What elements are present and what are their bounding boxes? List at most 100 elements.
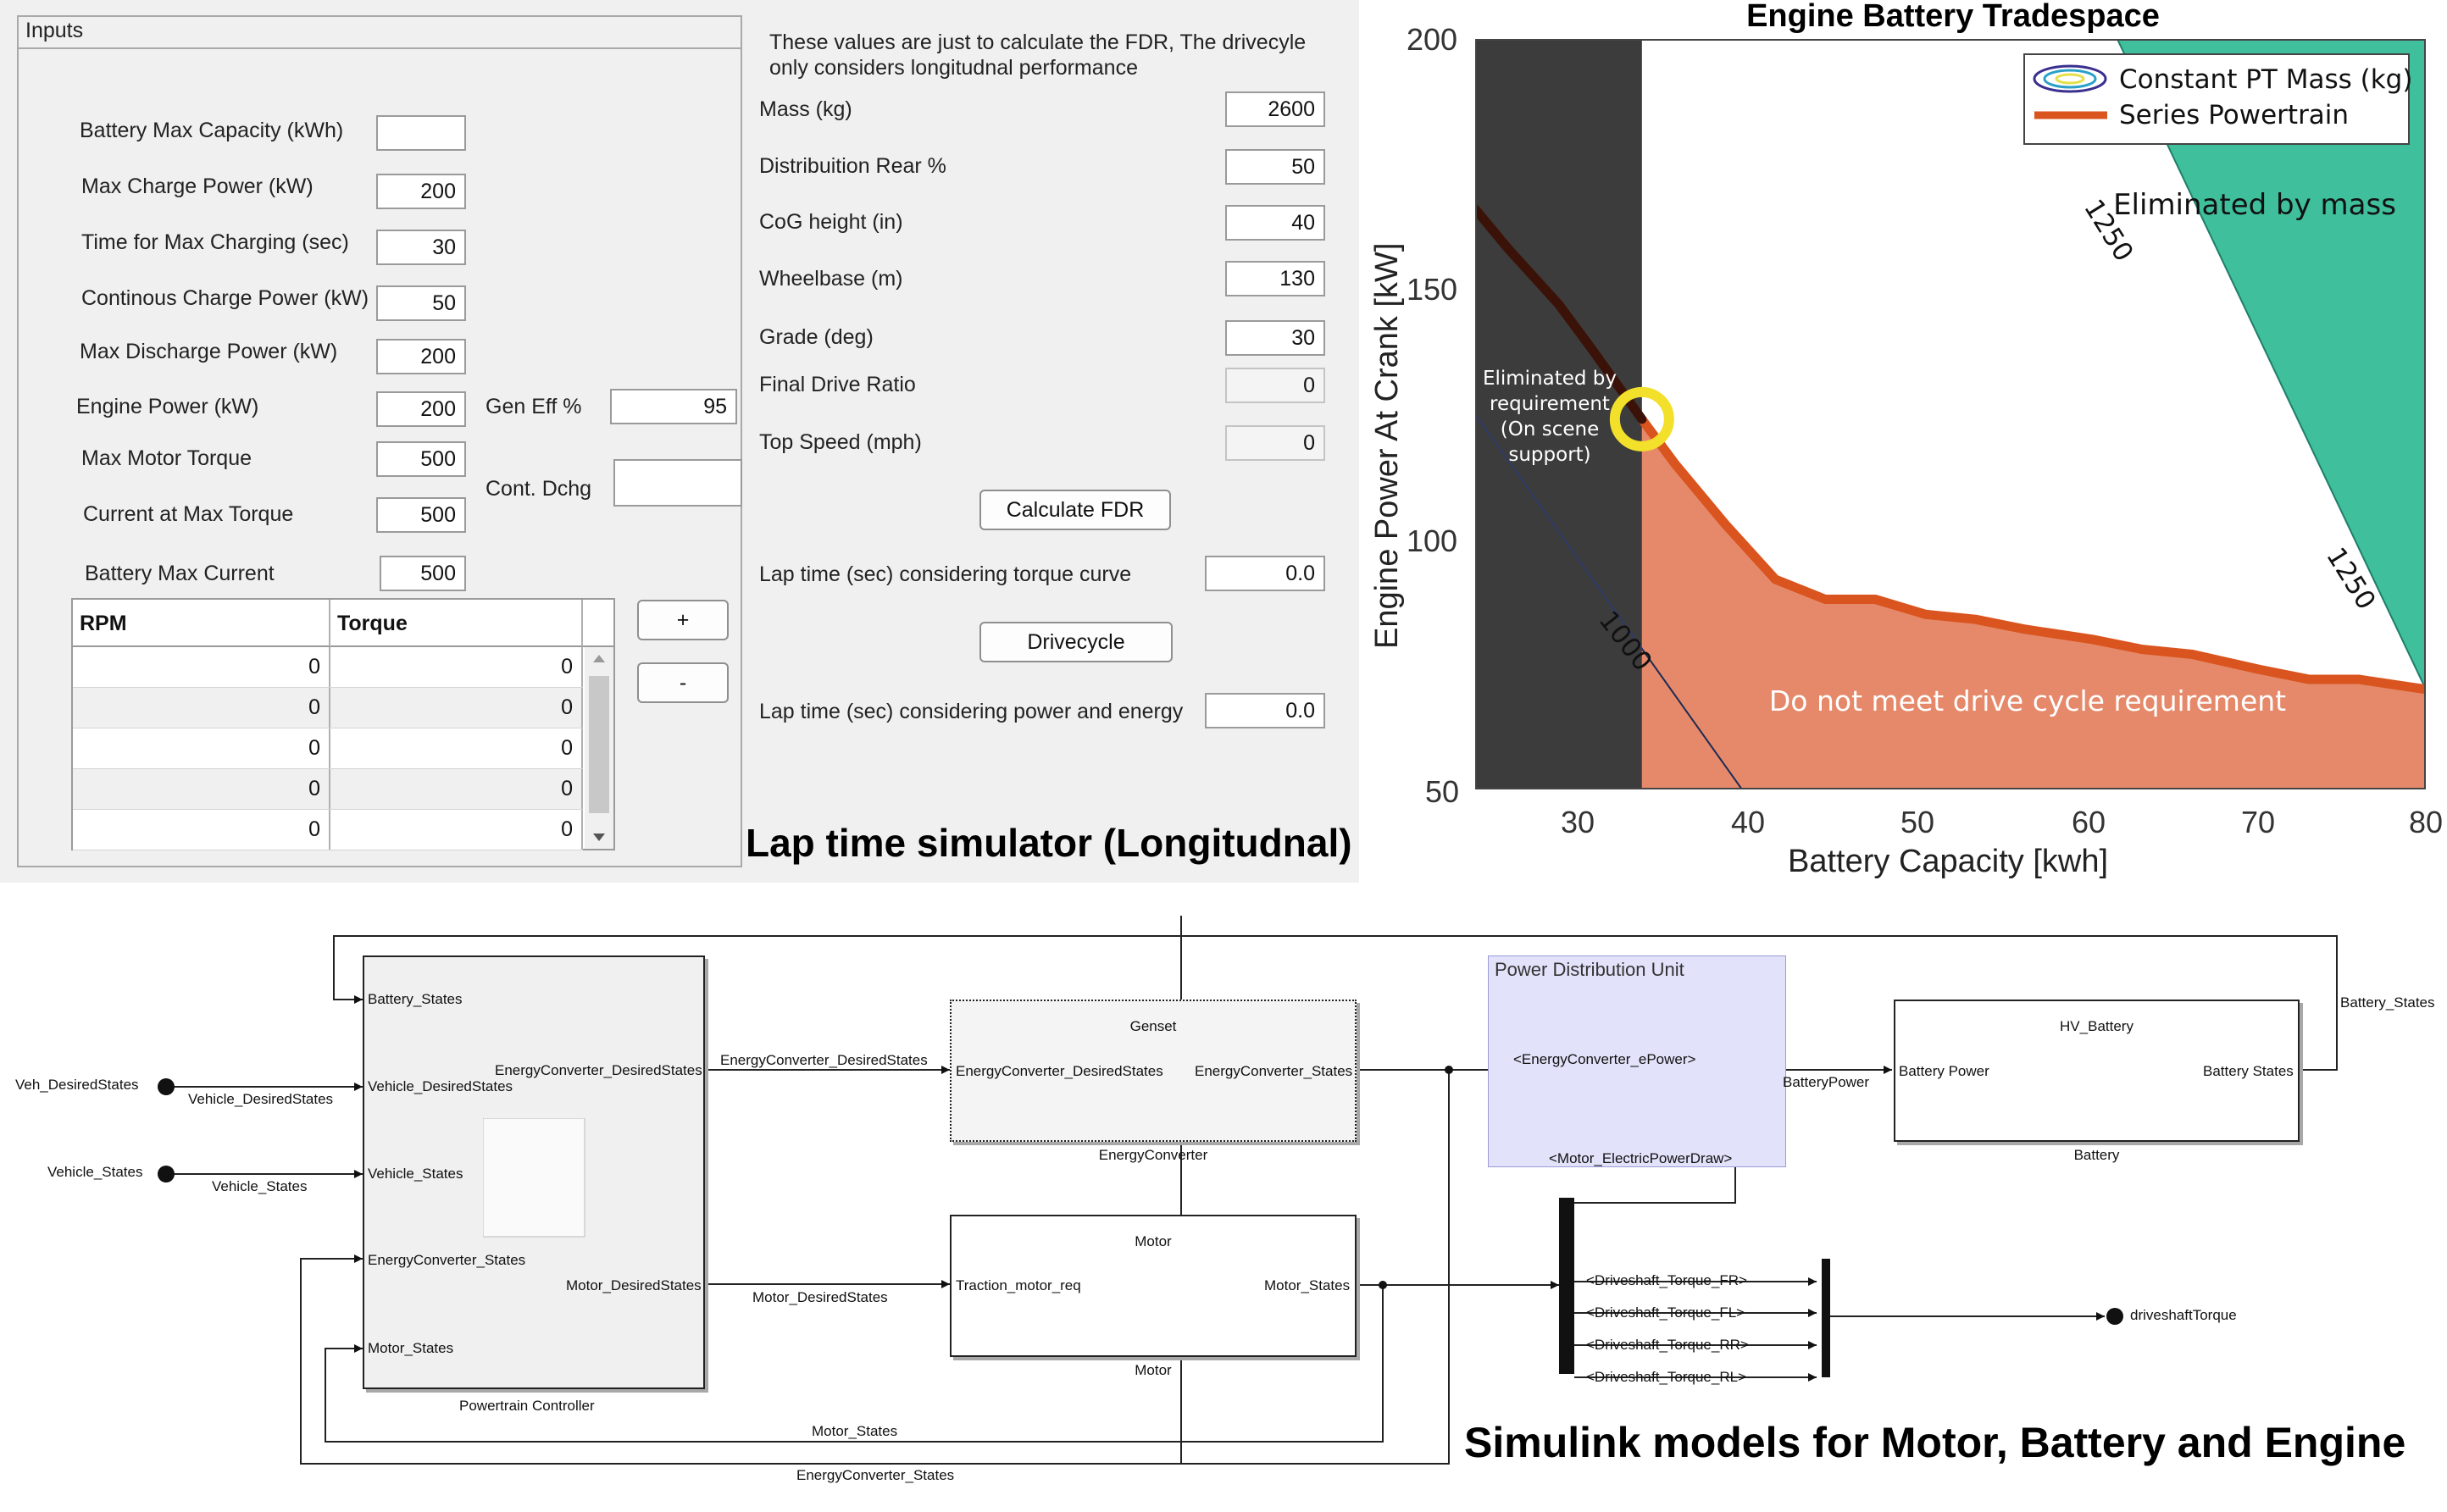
outport-driveshaft-torque[interactable] [2106, 1308, 2123, 1325]
legend-item-series: Series Powertrain [2119, 100, 2349, 130]
signal-motor-desired-states: Motor_DesiredStates [752, 1289, 888, 1305]
table-row[interactable]: 0 0 [73, 769, 583, 810]
calculate-fdr-button[interactable]: Calculate FDR [979, 490, 1171, 530]
torque-cell[interactable]: 0 [330, 810, 583, 850]
lap-time-torque-field[interactable]: 0.0 [1205, 556, 1325, 591]
signal-vehicle-desired-states: Vehicle_DesiredStates [188, 1091, 334, 1107]
powertrain-controller-block[interactable] [363, 955, 705, 1389]
torque-cell[interactable]: 0 [330, 728, 583, 768]
engine-power-field[interactable]: 200 [376, 391, 466, 427]
continuous-charge-power-label: Continous Charge Power (kW) [81, 286, 369, 310]
outport-label-driveshaft-torque: driveshaftTorque [2130, 1307, 2237, 1323]
signal-ec-desired-states: EnergyConverter_DesiredStates [720, 1052, 928, 1068]
table-row[interactable]: 0 0 [73, 728, 583, 769]
cog-height-label: CoG height (in) [759, 210, 903, 234]
grade-label: Grade (deg) [759, 325, 874, 349]
wire-ec-states-feedback [300, 916, 1450, 1465]
pt-out-ec-desired: EnergyConverter_DesiredStates [495, 1062, 702, 1078]
rpm-cell[interactable]: 0 [73, 769, 330, 809]
distribution-rear-field[interactable]: 50 [1225, 149, 1325, 185]
pdu-title: Power Distribution Unit [1495, 959, 1684, 980]
inport-veh-desired[interactable] [158, 1078, 175, 1095]
inport-veh-states[interactable] [158, 1166, 175, 1182]
remove-row-button[interactable]: - [637, 662, 729, 703]
drivecycle-button[interactable]: Drivecycle [979, 622, 1173, 662]
rpm-torque-table[interactable]: RPM Torque 0 0 0 0 0 0 0 0 0 0 [71, 598, 615, 850]
tradespace-chart: Eliminated by mass Do not meet drive cyc… [1475, 39, 2426, 789]
battery-output-port: Battery States [2203, 1063, 2294, 1079]
max-discharge-power-field[interactable]: 200 [376, 339, 466, 374]
scrollbar-thumb[interactable] [589, 676, 609, 813]
mass-field[interactable]: 2600 [1225, 91, 1325, 127]
legend-box [2023, 53, 2410, 145]
final-drive-ratio-field: 0 [1225, 368, 1325, 403]
gen-eff-field[interactable]: 95 [610, 389, 737, 424]
table-header-rpm[interactable]: RPM [73, 600, 330, 647]
table-header-torque[interactable]: Torque [330, 600, 583, 647]
genset-name: EnergyConverter [1098, 1147, 1208, 1163]
signal-battery-power: BatteryPower [1783, 1074, 1870, 1090]
cont-dchg-field[interactable] [613, 459, 742, 507]
legend-item-contour: Constant PT Mass (kg) [2119, 64, 2412, 95]
cog-height-field[interactable]: 40 [1225, 205, 1325, 241]
chart-title: Engine Battery Tradespace [1746, 0, 2160, 34]
torque-cell[interactable]: 0 [330, 688, 583, 728]
wheelbase-label: Wheelbase (m) [759, 267, 903, 291]
scroll-down-arrow-icon[interactable] [593, 834, 605, 841]
scroll-up-arrow-icon[interactable] [593, 655, 605, 662]
x-axis-label: Battery Capacity [kwh] [1788, 844, 2109, 879]
table-row[interactable]: 0 0 [73, 810, 583, 850]
pt-in-vehicle-desired: Vehicle_DesiredStates [368, 1078, 513, 1094]
junction-dot [1445, 1066, 1453, 1074]
powertrain-controller-name: Powertrain Controller [459, 1398, 595, 1414]
pt-in-ec-states: EnergyConverter_States [368, 1252, 526, 1268]
time-max-charging-label: Time for Max Charging (sec) [81, 230, 349, 254]
genset-input-port: EnergyConverter_DesiredStates [956, 1063, 1163, 1079]
wheelbase-field[interactable]: 130 [1225, 261, 1325, 296]
table-scrollbar[interactable] [585, 647, 613, 849]
max-charge-power-field[interactable]: 200 [376, 174, 466, 209]
pt-in-motor-states: Motor_States [368, 1340, 454, 1356]
add-row-button[interactable]: + [637, 600, 729, 640]
region-requirement-label: Eliminated by requirement (On scene supp… [1483, 368, 1617, 466]
inputs-title-bar: Inputs [19, 17, 741, 49]
max-motor-torque-field[interactable]: 500 [376, 441, 466, 477]
rpm-cell[interactable]: 0 [73, 647, 330, 687]
region-eliminated-by-mass [2117, 39, 2426, 690]
battery-max-current-field[interactable]: 500 [380, 556, 466, 591]
current-at-max-torque-field[interactable]: 500 [376, 497, 466, 533]
rpm-cell[interactable]: 0 [73, 688, 330, 728]
power-distribution-unit-area[interactable] [1488, 955, 1786, 1167]
scrollbar-graphic [589, 655, 609, 841]
rpm-cell[interactable]: 0 [73, 810, 330, 850]
hv-battery-block[interactable] [1894, 1000, 2300, 1142]
req-label-line1: Eliminated by [1483, 368, 1617, 390]
battery-title: HV_Battery [2060, 1018, 2133, 1034]
pt-in-battery-states: Battery_States [368, 991, 463, 1007]
distribution-rear-label: Distribuition Rear % [759, 154, 946, 178]
mass-label: Mass (kg) [759, 97, 852, 121]
genset-title: Genset [1129, 1018, 1177, 1034]
mux-bar[interactable] [1822, 1259, 1830, 1377]
demux-bar[interactable] [1559, 1198, 1574, 1374]
inport-label-veh-desired: Veh_DesiredStates [15, 1077, 139, 1093]
torque-cell[interactable]: 0 [330, 769, 583, 809]
series-powertrain-line [1637, 414, 2426, 695]
lap-time-power-label: Lap time (sec) considering power and ene… [759, 700, 1184, 723]
genset-block[interactable] [950, 1000, 1357, 1142]
motor-block[interactable] [950, 1215, 1357, 1357]
continuous-charge-power-field[interactable]: 50 [376, 285, 466, 321]
rpm-cell[interactable]: 0 [73, 728, 330, 768]
motor-title: Motor [1135, 1233, 1172, 1249]
y-tick-200: 200 [1407, 22, 1458, 57]
req-label-line3: (On scene [1501, 418, 1599, 440]
fdr-note-line2: only considers longitudnal performance [769, 56, 1138, 80]
time-max-charging-field[interactable]: 30 [376, 230, 466, 265]
table-row[interactable]: 0 0 [73, 647, 583, 688]
x-tick-40: 40 [1731, 805, 1766, 839]
grade-field[interactable]: 30 [1225, 320, 1325, 356]
battery-max-capacity-field[interactable] [376, 115, 466, 151]
table-row[interactable]: 0 0 [73, 688, 583, 728]
torque-cell[interactable]: 0 [330, 647, 583, 687]
lap-time-power-field[interactable]: 0.0 [1205, 693, 1325, 728]
